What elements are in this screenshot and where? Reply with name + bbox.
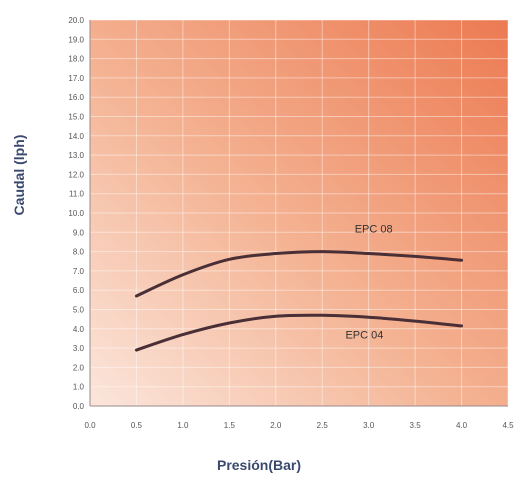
- x-tick-label: 2.0: [270, 421, 282, 430]
- y-tick-labels: 0.0 1.0 2.0 3.0 4.0 5.0 6.0 7.0 8.0 9.0 10.0 11.0 12…: [68, 16, 84, 411]
- x-tick-label: 2.5: [317, 421, 329, 430]
- y-tick-label: 16.0: [68, 93, 84, 102]
- x-tick-label: 1.5: [224, 421, 236, 430]
- y-tick-label: 6.0: [73, 286, 85, 295]
- y-tick-label: 0.0: [73, 402, 85, 411]
- y-tick-label: 14.0: [68, 132, 84, 141]
- y-tick-label: 20.0: [68, 16, 84, 25]
- y-tick-label: 12.0: [68, 170, 84, 179]
- y-tick-label: 7.0: [73, 267, 85, 276]
- y-tick-label: 11.0: [69, 190, 85, 199]
- series-line-epc-04: [134, 313, 464, 352]
- y-tick-label: 18.0: [68, 55, 84, 64]
- x-tick-label: 1.0: [177, 421, 189, 430]
- x-axis-title: Presión(Bar): [217, 457, 301, 473]
- series-line-epc-08: [134, 250, 464, 298]
- y-axis-title: Caudal (lph): [11, 135, 27, 216]
- x-tick-label: 0.5: [131, 421, 143, 430]
- y-tick-label: 10.0: [68, 209, 84, 218]
- y-tick-label: 1.0: [73, 383, 85, 392]
- x-tick-label: 3.0: [363, 421, 375, 430]
- series-lines: [134, 250, 464, 352]
- x-tick-label: 4.5: [502, 421, 514, 430]
- series-labels: EPC 08 EPC 04: [345, 223, 392, 341]
- x-tick-label: 3.5: [410, 421, 422, 430]
- y-tick-label: 13.0: [68, 151, 84, 160]
- series-label-epc-04: EPC 04: [345, 329, 383, 341]
- y-tick-label: 17.0: [68, 74, 84, 83]
- y-tick-label: 4.0: [73, 325, 85, 334]
- y-tick-label: 19.0: [68, 35, 84, 44]
- y-tick-label: 9.0: [73, 228, 85, 237]
- x-tick-label: 4.0: [456, 421, 468, 430]
- grid: [90, 19, 509, 406]
- y-tick-label: 15.0: [68, 113, 84, 122]
- y-tick-label: 3.0: [73, 344, 85, 353]
- series-label-epc-08: EPC 08: [355, 223, 393, 235]
- y-tick-label: 8.0: [73, 248, 85, 257]
- x-tick-label: 0.0: [84, 421, 96, 430]
- y-tick-label: 2.0: [73, 363, 85, 372]
- y-tick-label: 5.0: [73, 306, 85, 315]
- x-tick-labels: 0.0 0.5 1.0 1.5 2.0 2.5 3.0 3.5 4.0 4.5: [84, 421, 514, 430]
